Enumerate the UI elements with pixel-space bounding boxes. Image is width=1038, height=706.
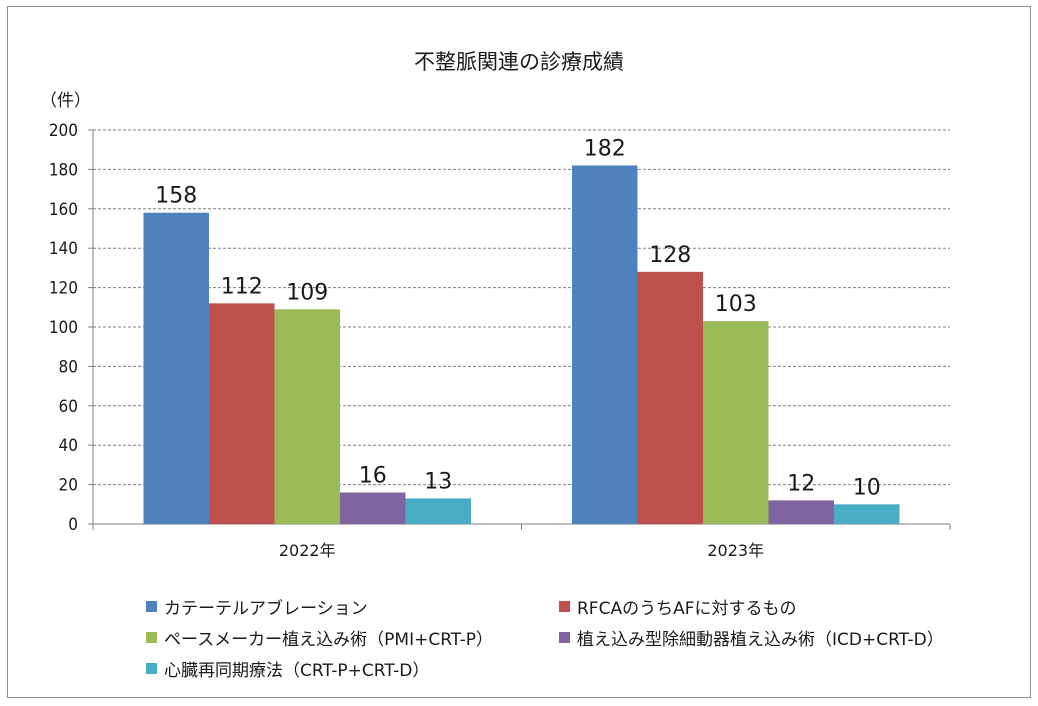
data-label: 10 <box>853 475 881 500</box>
data-label: 103 <box>715 292 757 317</box>
data-label: 128 <box>649 243 691 268</box>
y-tick-label: 140 <box>49 239 78 259</box>
x-category-label: 2022年 <box>279 541 336 560</box>
bar <box>637 271 703 524</box>
bar <box>274 309 340 524</box>
bar <box>834 504 900 524</box>
data-label: 112 <box>221 274 263 299</box>
y-tick-label: 180 <box>49 160 78 180</box>
data-label: 16 <box>359 463 387 488</box>
y-axis-unit-label: （件） <box>40 91 91 111</box>
bar <box>340 492 406 524</box>
chart-title: 不整脈関連の診療成績 <box>414 50 624 74</box>
x-category-label: 2023年 <box>707 541 764 560</box>
bar <box>405 498 471 524</box>
y-tick-label: 200 <box>49 121 78 141</box>
y-tick-label: 100 <box>49 318 78 338</box>
data-label: 182 <box>584 136 626 161</box>
y-tick-label: 40 <box>59 436 78 456</box>
y-tick-label: 0 <box>68 515 78 535</box>
y-tick-label: 60 <box>59 397 78 417</box>
bar <box>209 303 275 524</box>
data-label: 12 <box>787 471 815 496</box>
y-tick-label: 120 <box>49 279 78 299</box>
bar <box>143 212 209 525</box>
bar <box>572 165 638 524</box>
bar <box>703 321 769 524</box>
y-tick-label: 80 <box>59 357 78 377</box>
y-tick-label: 20 <box>59 476 78 496</box>
y-tick-label: 160 <box>49 200 78 220</box>
data-label: 109 <box>286 280 328 305</box>
data-label: 13 <box>424 469 452 494</box>
data-label: 158 <box>155 184 197 209</box>
bar <box>768 500 834 524</box>
